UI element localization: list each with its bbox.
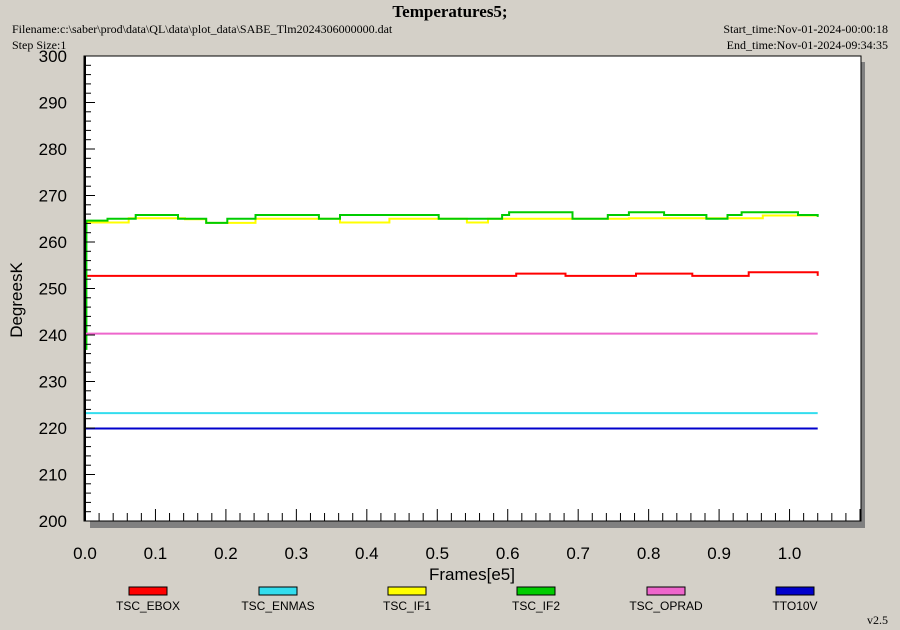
legend-label-tsc_if2: TSC_IF2 xyxy=(512,599,560,613)
y-tick-label: 220 xyxy=(39,419,67,438)
legend: TSC_EBOX TSC_ENMAS TSC_IF1 TSC_IF2 TSC_OPRAD… xyxy=(116,586,818,613)
legend-swatch-tto10v xyxy=(775,586,815,596)
filename-text: Filename:c:\saber\prod\data\QL\data\plot… xyxy=(12,22,393,36)
x-tick-label: 0.7 xyxy=(566,544,590,563)
y-tick-label: 250 xyxy=(39,280,67,299)
y-tick-label: 270 xyxy=(39,187,67,206)
y-tick-label: 280 xyxy=(39,140,67,159)
y-tick-label: 200 xyxy=(39,512,67,531)
version-label: v2.5 xyxy=(867,613,888,627)
legend-label-tsc_if1: TSC_IF1 xyxy=(383,599,431,613)
x-tick-label: 0.6 xyxy=(496,544,520,563)
legend-swatch-tsc_enmas xyxy=(258,586,298,596)
series-line-tsc_ebox xyxy=(85,271,819,277)
legend-label-tsc_oprad: TSC_OPRAD xyxy=(629,599,703,613)
step-size-text: Step Size:1 xyxy=(12,38,67,52)
series-layer xyxy=(85,211,819,430)
y-tick-label: 260 xyxy=(39,233,67,252)
x-tick-label: 0.1 xyxy=(144,544,168,563)
x-tick-label: 0.0 xyxy=(73,544,97,563)
legend-swatch-tsc_if1 xyxy=(387,586,427,596)
x-tick-label: 0.5 xyxy=(425,544,449,563)
legend-label-tsc_ebox: TSC_EBOX xyxy=(116,599,180,613)
legend-label-tto10v: TTO10V xyxy=(772,599,817,613)
x-tick-label: 0.8 xyxy=(637,544,661,563)
legend-label-tsc_enmas: TSC_ENMAS xyxy=(241,599,314,613)
start-time-text: Start_time:Nov-01-2024-00:00:18 xyxy=(723,22,888,36)
x-tick-label: 0.3 xyxy=(285,544,309,563)
y-tick-label: 290 xyxy=(39,94,67,113)
y-axis-label: DegreesK xyxy=(7,262,26,338)
y-tick-label: 210 xyxy=(39,466,67,485)
y-tick-label: 230 xyxy=(39,373,67,392)
y-tick-label: 300 xyxy=(39,47,67,66)
end-time-text: End_time:Nov-01-2024-09:34:35 xyxy=(726,38,888,52)
series-line-tsc_if2 xyxy=(85,211,819,350)
x-tick-label: 0.2 xyxy=(214,544,238,563)
legend-swatch-tsc_if2 xyxy=(516,586,556,596)
legend-swatch-tsc_ebox xyxy=(128,586,168,596)
axes-layer: 200 210 220 230 240 250 260 270 280 290 300 0.0 0.1 0… xyxy=(39,47,861,563)
plot-area xyxy=(83,55,862,522)
legend-swatch-tsc_oprad xyxy=(646,586,686,596)
x-tick-label: 0.9 xyxy=(707,544,731,563)
chart-title: Temperatures5; xyxy=(392,2,508,21)
y-tick-label: 240 xyxy=(39,326,67,345)
x-tick-label: 1.0 xyxy=(778,544,802,563)
x-axis-label: Frames[e5] xyxy=(429,565,515,584)
x-tick-label: 0.4 xyxy=(355,544,379,563)
